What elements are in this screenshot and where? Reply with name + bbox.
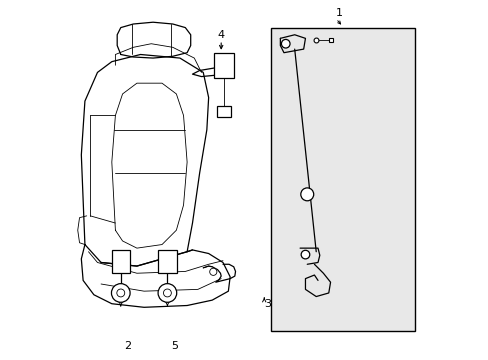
Text: 2: 2 xyxy=(124,341,131,351)
Text: 1: 1 xyxy=(335,8,342,18)
Circle shape xyxy=(158,284,176,302)
Circle shape xyxy=(301,250,309,259)
Circle shape xyxy=(163,289,171,297)
Text: 3: 3 xyxy=(264,299,271,309)
Circle shape xyxy=(300,188,313,201)
Bar xyxy=(214,53,233,78)
Bar xyxy=(112,250,130,273)
Bar xyxy=(271,28,414,330)
Circle shape xyxy=(209,268,217,275)
Text: 4: 4 xyxy=(217,30,224,40)
Circle shape xyxy=(111,284,130,302)
Text: 5: 5 xyxy=(171,341,178,351)
Circle shape xyxy=(117,289,124,297)
Bar xyxy=(216,107,230,117)
Circle shape xyxy=(281,40,289,48)
Bar xyxy=(158,250,177,273)
